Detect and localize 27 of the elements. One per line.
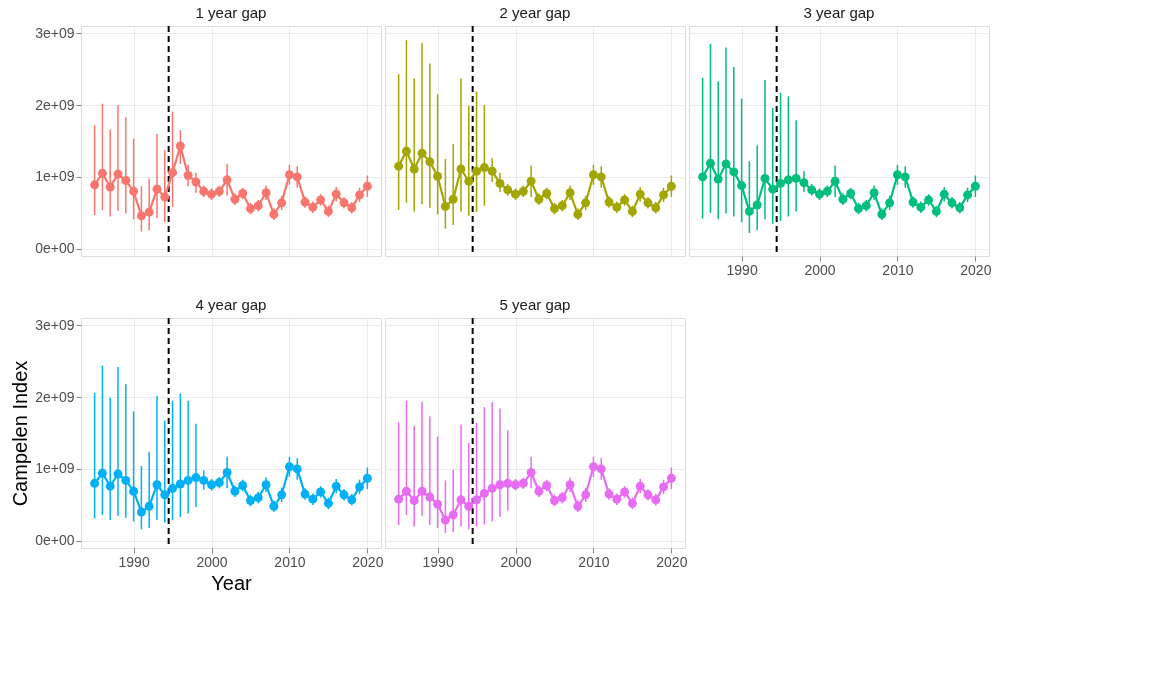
y-tick-label: 2e+09: [35, 96, 75, 113]
x-tick-label: 2010: [882, 261, 914, 278]
x-tick-label: 2020: [352, 553, 384, 570]
y-tick-label: 3e+09: [35, 316, 75, 333]
chart-title: 4 year gap: [195, 296, 267, 313]
y-tick-label: 1e+09: [35, 460, 75, 477]
x-tick-label: 2020: [960, 261, 992, 278]
x-tick-label: 2000: [196, 553, 228, 570]
x-tick-label: 2010: [578, 553, 610, 570]
x-axis-title: Year: [211, 571, 253, 594]
chart-title: 2 year gap: [499, 4, 571, 21]
x-tick-label: 2020: [656, 553, 688, 570]
x-tick-label: 2000: [500, 553, 532, 570]
y-axis-title: Campelen Index: [9, 360, 32, 507]
y-tick-label: 0e+00: [35, 532, 75, 549]
y-tick-label: 0e+00: [35, 240, 75, 257]
chart-title: 5 year gap: [499, 296, 571, 313]
y-tick-label: 3e+09: [35, 24, 75, 41]
y-tick-label: 1e+09: [35, 168, 75, 185]
y-tick-label: 2e+09: [35, 388, 75, 405]
x-tick-label: 1990: [118, 553, 150, 570]
x-tick-label: 2010: [274, 553, 306, 570]
x-tick-label: 2000: [804, 261, 836, 278]
x-tick-label: 1990: [726, 261, 758, 278]
x-tick-label: 1990: [422, 553, 454, 570]
chart-title: 1 year gap: [195, 4, 267, 21]
chart-title: 3 year gap: [803, 4, 875, 21]
